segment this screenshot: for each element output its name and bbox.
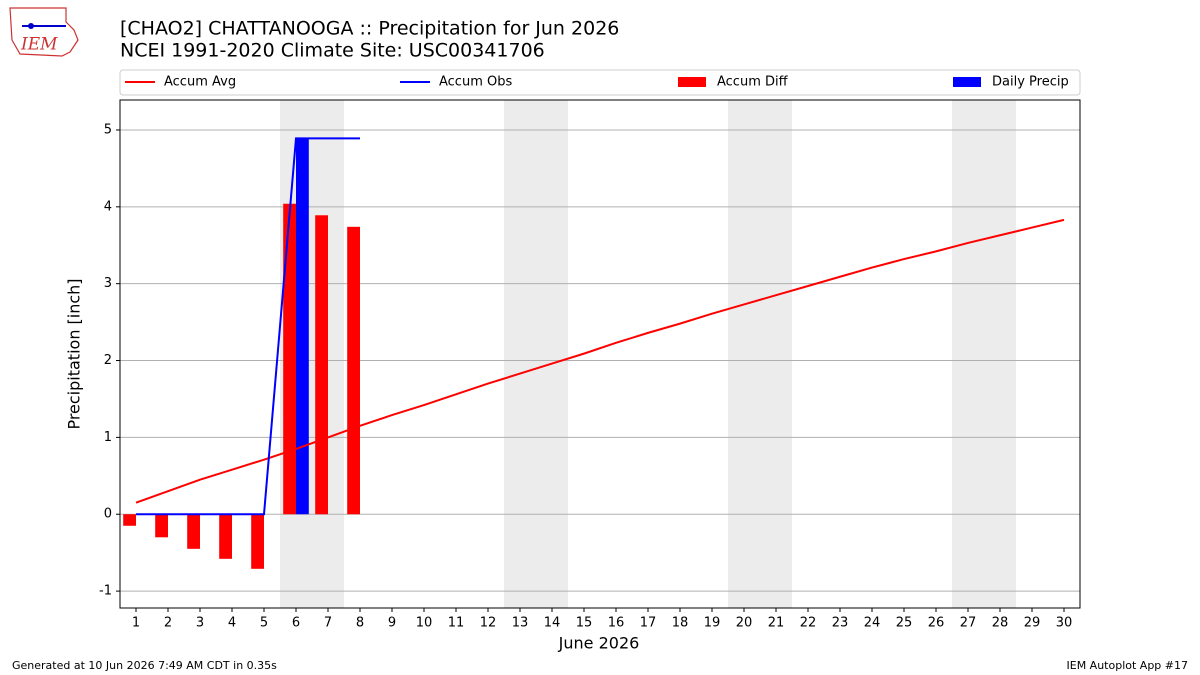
x-tick-label: 10 bbox=[416, 616, 433, 631]
x-tick-label: 29 bbox=[1024, 616, 1041, 631]
x-tick-label: 12 bbox=[480, 616, 497, 631]
footer-right: IEM Autoplot App #17 bbox=[1067, 659, 1189, 672]
x-tick-label: 13 bbox=[512, 616, 529, 631]
legend-label: Accum Diff bbox=[717, 75, 789, 90]
x-tick-label: 1 bbox=[132, 616, 140, 631]
y-tick-label: 1 bbox=[104, 430, 112, 445]
x-tick-label: 23 bbox=[832, 616, 849, 631]
bar bbox=[315, 215, 328, 515]
chart-subtitle: NCEI 1991-2020 Climate Site: USC00341706 bbox=[120, 40, 545, 62]
legend-box bbox=[119, 69, 1081, 96]
x-tick-label: 20 bbox=[736, 616, 753, 631]
x-tick-label: 26 bbox=[928, 616, 945, 631]
y-tick-label: 4 bbox=[104, 199, 112, 214]
weekend-band bbox=[952, 100, 1016, 608]
legend-label: Daily Precip bbox=[992, 75, 1069, 90]
weekend-band bbox=[728, 100, 792, 608]
legend-label: Accum Avg bbox=[164, 75, 236, 90]
x-tick-label: 27 bbox=[960, 616, 977, 631]
x-tick-label: 14 bbox=[544, 616, 561, 631]
footer-left: Generated at 10 Jun 2026 7:49 AM CDT in … bbox=[12, 659, 277, 672]
bar bbox=[283, 203, 296, 515]
chart-title: [CHAO2] CHATTANOOGA :: Precipitation for… bbox=[120, 18, 619, 40]
x-tick-label: 15 bbox=[576, 616, 593, 631]
x-tick-label: 7 bbox=[324, 616, 332, 631]
line bbox=[136, 137, 360, 516]
x-tick-label: 18 bbox=[672, 616, 689, 631]
logo-text: IEM bbox=[20, 35, 58, 55]
legend-swatch bbox=[678, 77, 706, 87]
legend-label: Accum Obs bbox=[439, 75, 512, 90]
x-tick-label: 4 bbox=[228, 616, 236, 631]
y-axis-label: Precipitation [inch] bbox=[65, 278, 84, 429]
y-tick-label: 2 bbox=[104, 353, 112, 368]
logo: IEM bbox=[9, 7, 79, 57]
x-tick-label: 6 bbox=[292, 616, 300, 631]
x-tick-label: 24 bbox=[864, 616, 881, 631]
y-tick-label: 3 bbox=[104, 276, 112, 291]
bar bbox=[123, 514, 136, 526]
y-tick-label: 5 bbox=[104, 122, 112, 137]
x-tick-label: 3 bbox=[196, 616, 204, 631]
line bbox=[135, 218, 1065, 504]
x-tick-label: 28 bbox=[992, 616, 1009, 631]
x-tick-label: 17 bbox=[640, 616, 657, 631]
y-tick-label: 0 bbox=[104, 507, 112, 522]
x-tick-label: 25 bbox=[896, 616, 913, 631]
x-tick-label: 8 bbox=[356, 616, 364, 631]
y-tick-label: -1 bbox=[99, 584, 112, 599]
x-tick-label: 16 bbox=[608, 616, 625, 631]
bar bbox=[219, 514, 232, 559]
x-tick-label: 9 bbox=[388, 616, 396, 631]
plot-frame bbox=[119, 99, 1081, 609]
x-tick-label: 19 bbox=[704, 616, 721, 631]
x-tick-label: 30 bbox=[1056, 616, 1073, 631]
logo-outline bbox=[9, 7, 79, 57]
bar bbox=[187, 514, 200, 549]
weekend-band bbox=[504, 100, 568, 608]
x-tick-label: 2 bbox=[164, 616, 172, 631]
bar bbox=[155, 514, 168, 538]
logo-dot bbox=[28, 23, 34, 29]
x-tick-label: 5 bbox=[260, 616, 268, 631]
x-tick-label: 22 bbox=[800, 616, 817, 631]
x-axis-label: June 2026 bbox=[558, 634, 640, 653]
legend-swatch bbox=[953, 77, 981, 87]
x-tick-label: 21 bbox=[768, 616, 785, 631]
bar bbox=[347, 226, 360, 515]
bar bbox=[296, 138, 309, 515]
bar bbox=[251, 514, 264, 569]
x-tick-label: 11 bbox=[448, 616, 465, 631]
